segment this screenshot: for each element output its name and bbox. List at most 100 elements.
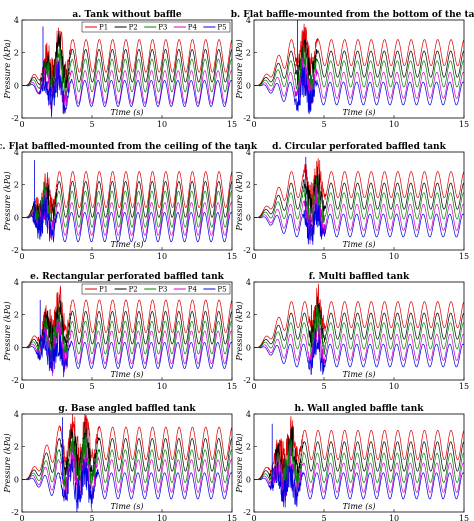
- x-axis-label: Time (s): [342, 240, 375, 249]
- y-tick-label: 2: [14, 443, 19, 452]
- y-tick-label: 2: [246, 49, 251, 58]
- x-tick-label: 0: [19, 252, 24, 261]
- x-tick-label: 10: [157, 252, 167, 261]
- series-line-p3: [254, 176, 464, 231]
- x-tick-label: 5: [89, 382, 94, 391]
- x-tick-label: 10: [389, 120, 399, 129]
- chart-title: b. Flat baffle-mounted from the bottom o…: [231, 10, 474, 20]
- series-line-p2: [254, 426, 464, 489]
- y-tick-label: 0: [14, 81, 19, 90]
- series-line-p1: [22, 414, 232, 480]
- legend-label-p4: P4: [188, 24, 198, 32]
- x-tick-label: 15: [459, 252, 469, 261]
- chart-title: c. Flat baffled-mounted from the ceiling…: [0, 142, 258, 152]
- axes-frame: [253, 281, 465, 381]
- legend-label-p5: P5: [217, 24, 226, 32]
- legend-label-p1: P1: [99, 24, 108, 32]
- series-line-p2: [254, 166, 464, 220]
- y-tick-label: -2: [243, 376, 251, 385]
- y-tick-label: 4: [246, 410, 251, 419]
- x-tick-label: 0: [19, 514, 24, 521]
- series-line-p5: [22, 331, 232, 378]
- x-tick-label: 0: [19, 382, 24, 391]
- legend-label-p3: P3: [158, 24, 167, 32]
- series-group: [254, 283, 464, 375]
- legend-label-p2: P2: [129, 286, 138, 294]
- y-axis-label: Pressure (kPa): [235, 301, 244, 361]
- y-tick-label: 2: [14, 181, 19, 190]
- y-tick-label: 4: [14, 16, 19, 25]
- series-line-p5: [22, 62, 232, 118]
- x-tick-label: 5: [321, 120, 326, 129]
- series-line-p5: [254, 203, 464, 245]
- x-tick-label: 5: [89, 252, 94, 261]
- x-tick-label: 15: [459, 382, 469, 391]
- x-tick-label: 15: [227, 120, 237, 129]
- legend: P1 P2 P3 P4 P5: [81, 283, 231, 295]
- x-tick-label: 10: [157, 382, 167, 391]
- y-tick-label: 4: [246, 16, 251, 25]
- x-tick-label: 5: [321, 382, 326, 391]
- y-tick-label: -2: [243, 114, 251, 123]
- axes-frame: [253, 19, 465, 119]
- x-tick-label: 5: [89, 120, 94, 129]
- y-axis-label: Pressure (kPa): [3, 39, 12, 99]
- series-line-p1: [22, 285, 232, 349]
- series-line-p2: [254, 296, 464, 348]
- x-axis-label: Time (s): [110, 240, 143, 249]
- x-tick-label: 15: [459, 514, 469, 521]
- legend-label-p4: P4: [188, 286, 198, 294]
- x-axis-label: Time (s): [342, 370, 375, 379]
- x-tick-label: 0: [251, 514, 256, 521]
- series-line-p5: [254, 461, 464, 508]
- x-tick-label: 15: [227, 382, 237, 391]
- x-tick-label: 0: [251, 252, 256, 261]
- x-axis-label: Time (s): [342, 502, 375, 511]
- chart-title: e. Rectangular perforated baffled tank: [30, 272, 225, 282]
- axes-frame: [21, 151, 233, 251]
- series-line-p4: [254, 185, 464, 245]
- x-tick-label: 0: [251, 382, 256, 391]
- y-axis-label: Pressure (kPa): [235, 433, 244, 493]
- x-tick-label: 5: [321, 252, 326, 261]
- chart-title: f. Multi baffled tank: [309, 272, 410, 282]
- y-tick-label: 4: [14, 278, 19, 287]
- series-line-p4: [22, 190, 232, 241]
- y-tick-label: -2: [11, 376, 19, 385]
- y-tick-label: -2: [11, 508, 19, 517]
- chart-panel-3: c. Flat baffled-mounted from the ceiling…: [0, 142, 258, 261]
- x-tick-label: 15: [227, 514, 237, 521]
- y-tick-label: -2: [243, 508, 251, 517]
- series-line-p3: [22, 184, 232, 233]
- y-tick-label: 4: [14, 148, 19, 157]
- y-tick-label: 0: [14, 475, 19, 484]
- series-line-p4: [254, 315, 464, 368]
- y-tick-label: 0: [246, 475, 251, 484]
- y-tick-label: 2: [14, 311, 19, 320]
- x-tick-label: 10: [157, 120, 167, 129]
- series-line-p3: [254, 304, 464, 357]
- x-tick-label: 10: [389, 382, 399, 391]
- y-tick-label: 0: [14, 343, 19, 352]
- axes-frame: [21, 281, 233, 381]
- series-line-p2: [22, 421, 232, 482]
- y-axis-label: Pressure (kPa): [235, 39, 244, 99]
- chart-title: d. Circular perforated baffled tank: [272, 142, 446, 152]
- y-tick-label: -2: [11, 246, 19, 255]
- y-tick-label: 2: [246, 181, 251, 190]
- series-line-p3: [22, 434, 232, 499]
- series-line-p5: [22, 196, 232, 243]
- y-axis-label: Pressure (kPa): [3, 171, 12, 231]
- series-line-p4: [22, 317, 232, 376]
- y-tick-label: 0: [14, 213, 19, 222]
- x-tick-label: 10: [157, 514, 167, 521]
- series-line-p1: [254, 23, 464, 86]
- y-tick-label: -2: [243, 246, 251, 255]
- chart-title: g. Base angled baffled tank: [58, 404, 196, 414]
- series-group: [254, 156, 464, 245]
- y-tick-label: 2: [14, 49, 19, 58]
- series-group: [22, 26, 232, 118]
- x-tick-label: 15: [227, 252, 237, 261]
